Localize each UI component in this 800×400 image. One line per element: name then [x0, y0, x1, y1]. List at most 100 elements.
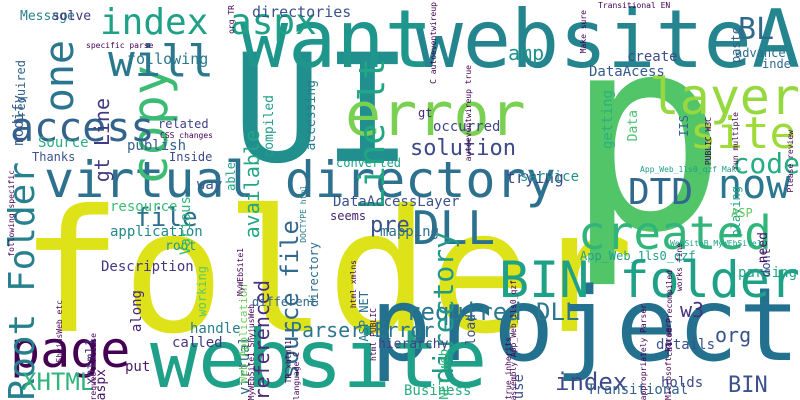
word-data: Data — [626, 110, 641, 142]
word-working: working — [195, 266, 209, 317]
word-pre: pre — [370, 213, 410, 238]
word-index-aspx: index aspx — [100, 2, 317, 43]
word-following-specific: following specific — [7, 170, 16, 257]
word-advance: advance — [735, 46, 786, 60]
word-required-dll: required DLL — [406, 298, 580, 326]
word-hierarchy: hierarchy — [378, 337, 449, 352]
word-gt-line: gt Line — [90, 98, 114, 183]
word-converted: converted — [336, 156, 402, 170]
word-index: index — [555, 368, 628, 396]
word-p: p — [565, 0, 728, 292]
word-holds: holds — [661, 375, 704, 391]
word-occurred: occurred — [433, 119, 501, 135]
word-w3: w3 — [680, 298, 705, 322]
word-assembly: assembly App_Web_1ls0_qzf — [509, 279, 518, 400]
word-root: root — [165, 239, 197, 254]
word-virtual-directory: virtual directory — [44, 151, 556, 209]
word-related: related — [158, 117, 209, 131]
word-file: file — [135, 203, 198, 233]
word-org: org — [715, 323, 752, 347]
word-available: available — [240, 130, 264, 239]
word-error: error — [345, 80, 526, 150]
word-folder: folder — [20, 174, 635, 372]
word-project: project — [370, 266, 800, 385]
word-one: one — [37, 40, 83, 113]
word-mapping: mapping — [380, 224, 440, 240]
word-compiled: compiled — [262, 95, 277, 158]
word-css-changes: CSS changes — [160, 131, 213, 140]
word-amp: amp — [508, 41, 545, 65]
word-request-please: request Please — [89, 332, 98, 400]
word-tr-xhtml1: TR xhtml1 — [284, 340, 293, 384]
word-created: created — [578, 206, 772, 260]
word-load: load — [464, 314, 479, 346]
word-dll: DLL — [412, 201, 496, 255]
word-org-tr: org TR — [227, 5, 236, 34]
word-way: way — [197, 177, 223, 193]
word-transitional: Transitional — [587, 382, 689, 398]
word-please-review: Please review — [786, 130, 795, 193]
word-want: want — [240, 0, 433, 86]
word-parser-error: Parser Error — [290, 318, 435, 342]
word-seems: seems — [330, 209, 367, 223]
word-resource: resource — [110, 199, 178, 215]
word-bl: BL — [738, 12, 775, 47]
word-iis: IIS — [677, 115, 691, 137]
word-website: website — [150, 313, 488, 400]
word-handle: handle — [190, 321, 241, 337]
word-run-multiple: run multiple — [731, 112, 740, 170]
word-works-fine: works fine — [675, 243, 684, 292]
word-business: Business — [404, 383, 472, 399]
word-along: along — [129, 290, 145, 333]
word-following: following — [127, 50, 209, 68]
word-make-sure: Make sure — [579, 10, 588, 54]
word-websitea: websiteA — [414, 0, 800, 86]
word-called: called — [172, 335, 223, 351]
word-inde: inde — [762, 57, 791, 71]
word-solution: solution — [410, 136, 516, 161]
word-put: put — [125, 359, 151, 375]
word-dataacess: DataAcess — [589, 64, 665, 80]
word-layer: layer — [649, 68, 800, 126]
word-autoeventwireup-true: autoeventwireup true — [464, 65, 473, 162]
word-now: now — [718, 162, 791, 208]
word-asp: ASP — [731, 206, 753, 220]
word-shyjusweb-etc: ShyjusWeb etc — [55, 300, 64, 363]
word-c-autoeventwireup: C autoeventwireup — [429, 2, 438, 84]
word-mywebsite1-shyjusweb: MyWEbSite1 ShyjusWeb — [247, 303, 256, 400]
word-appropriately-parser: appropriately Parser — [639, 303, 648, 400]
word-html-public: html PUBLIC — [369, 308, 378, 361]
word-accessing: accessing — [304, 80, 319, 151]
word-code: code — [732, 147, 800, 180]
word-line-lt: Line lt — [352, 58, 393, 210]
word-inside: Inside — [169, 150, 213, 164]
word-bin: BIN — [728, 373, 768, 398]
word-public-w3c: PUBLIC W3C — [704, 117, 713, 166]
word-will: will — [108, 36, 214, 87]
word-access: access — [10, 105, 155, 151]
word-thanks: Thanks — [32, 150, 76, 164]
word-description: Description — [101, 259, 194, 275]
word-different: different — [252, 295, 318, 309]
word-able: able — [224, 162, 238, 191]
word-net-web: NET Web — [437, 349, 451, 400]
word-publish: publish — [127, 138, 187, 154]
word-transitional-en: Transitional EN — [598, 1, 671, 10]
word-doctype-html: DOCTYPE html — [299, 185, 308, 243]
word-gt: gt — [418, 106, 433, 120]
word-websiteb-mywebsite1: WebSiteB MyWEbSite1 — [670, 239, 762, 248]
word-service: service — [520, 169, 580, 185]
word-mywebsite1: MyWEbSite1 — [236, 248, 245, 297]
word-create: create — [627, 49, 678, 65]
word-app-web: App_Web_1ls0_qzf — [580, 249, 696, 263]
word-required: required — [14, 60, 28, 118]
word-page: page — [10, 321, 131, 379]
word-source: Source — [38, 135, 89, 151]
word-dtd: DTD — [628, 172, 694, 213]
word-site: site — [690, 108, 796, 159]
word-ui: UI — [232, 23, 413, 197]
word-parsing: parsing — [738, 265, 798, 281]
word-bin-folder: BIN folder — [498, 251, 800, 309]
word-html-xmlns: html xmlns — [349, 260, 358, 309]
word-message: Message — [20, 9, 75, 24]
